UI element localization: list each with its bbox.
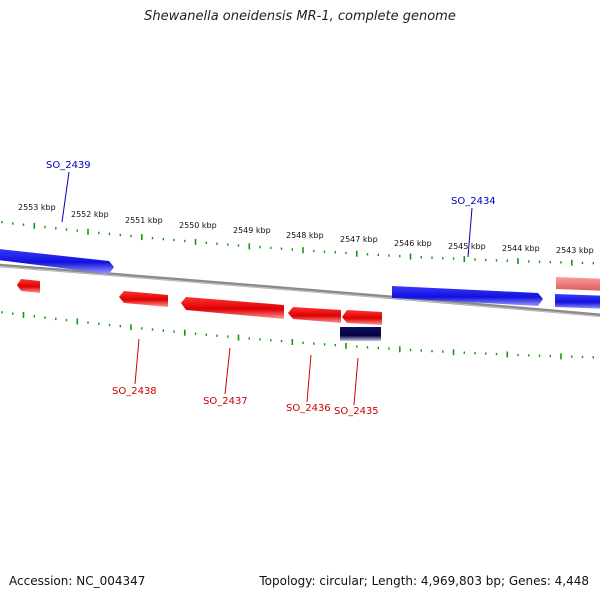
gene-so-2436[interactable] bbox=[288, 307, 341, 323]
scale-label: 2545 kbp bbox=[448, 242, 486, 251]
forward-strand-genes bbox=[0, 248, 600, 309]
scale-label: 2551 kbp bbox=[125, 216, 163, 225]
gene-label-so-2437[interactable]: SO_2437 bbox=[203, 396, 248, 407]
gene-label-so-2434[interactable]: SO_2434 bbox=[451, 196, 496, 207]
gene-so-2437[interactable] bbox=[181, 297, 284, 319]
gene-reverse-partial[interactable] bbox=[556, 277, 600, 291]
label-leaders bbox=[61, 171, 473, 406]
leader-so-2438 bbox=[134, 338, 140, 385]
gene-so-2435[interactable] bbox=[342, 310, 382, 325]
leader-so-2437 bbox=[224, 347, 231, 395]
scale-label: 2544 kbp bbox=[502, 244, 540, 253]
gene-label-so-2439[interactable]: SO_2439 bbox=[46, 160, 91, 171]
gene-so-2439[interactable] bbox=[0, 248, 114, 274]
scale-label: 2548 kbp bbox=[286, 231, 324, 240]
scale-label: 2552 kbp bbox=[71, 210, 109, 219]
scale-label: 2549 kbp bbox=[233, 226, 271, 235]
scale-label: 2546 kbp bbox=[394, 239, 432, 248]
gene-forward-partial[interactable] bbox=[555, 294, 600, 309]
leader-so-2434 bbox=[467, 207, 473, 258]
leader-so-2439 bbox=[61, 171, 70, 223]
gene-so-2434[interactable] bbox=[392, 286, 543, 306]
scale-ticks-outer bbox=[1, 221, 594, 266]
map-title: Shewanella oneidensis MR-1, complete gen… bbox=[144, 9, 456, 24]
gene-so-2438[interactable] bbox=[119, 291, 168, 307]
reverse-strand-genes bbox=[17, 277, 600, 325]
scale-ticks-inner bbox=[1, 311, 594, 360]
genome-summary: Topology: circular; Length: 4,969,803 bp… bbox=[259, 574, 589, 588]
scale-label: 2547 kbp bbox=[340, 235, 378, 244]
scale-label: 2550 kbp bbox=[179, 221, 217, 230]
genome-backbone bbox=[0, 263, 600, 318]
gene-selected-highlight[interactable] bbox=[340, 327, 381, 341]
gene-label-so-2436[interactable]: SO_2436 bbox=[286, 403, 331, 414]
accession-label: Accession: NC_004347 bbox=[9, 574, 146, 588]
leader-so-2436 bbox=[306, 354, 312, 403]
gene-reverse-small[interactable] bbox=[17, 279, 40, 293]
scale-label: 2543 kbp bbox=[556, 246, 594, 255]
scale-label: 2553 kbp bbox=[18, 203, 56, 212]
gene-label-so-2435[interactable]: SO_2435 bbox=[334, 406, 379, 417]
leader-so-2435 bbox=[353, 357, 359, 406]
scale-labels: 2553 kbp 2552 kbp 2551 kbp 2550 kbp 2549… bbox=[18, 203, 594, 255]
gene-label-so-2438[interactable]: SO_2438 bbox=[112, 386, 157, 397]
